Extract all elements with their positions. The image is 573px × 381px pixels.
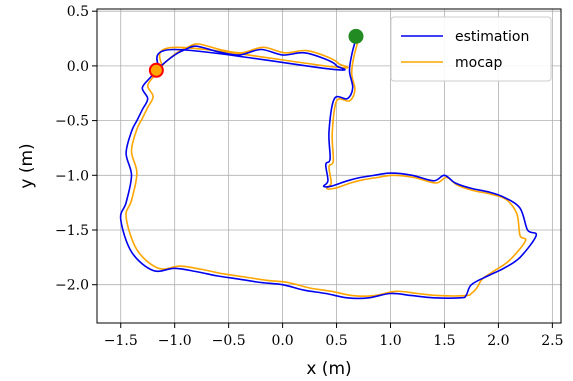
plot-frame — [96, 8, 562, 324]
ticks: −1.5 −1.0 −0.5 0.0 0.5 1.0 1.5 2.0 2.5 −2.0 −1.5 −1… — [55, 4, 564, 349]
x-tick-label: 1.5 — [433, 333, 455, 349]
x-axis-label: x (m) — [306, 359, 351, 379]
x-tick-label: 2.5 — [541, 333, 563, 349]
legend-label-estimation: estimation — [455, 29, 529, 45]
x-tick-label: 1.0 — [379, 333, 401, 349]
x-tick-label: 2.0 — [487, 333, 509, 349]
y-tick-label: −1.0 — [55, 168, 89, 184]
y-axis-label: y (m) — [17, 143, 37, 188]
x-tick-label: 0.0 — [271, 333, 293, 349]
marker-layer — [148, 28, 364, 78]
x-tick-label: −0.5 — [212, 333, 246, 349]
y-tick-label: −2.0 — [55, 278, 89, 294]
x-tick-label: −1.0 — [158, 333, 192, 349]
series-layer — [119, 38, 538, 300]
legend: estimation mocap — [390, 16, 552, 82]
x-tick-label: −1.5 — [104, 333, 138, 349]
y-tick-label: −0.5 — [55, 114, 89, 130]
y-tick-label: 0.0 — [67, 59, 89, 75]
end-marker — [148, 62, 164, 78]
legend-box — [390, 16, 552, 82]
legend-label-mocap: mocap — [455, 55, 502, 71]
y-tick-label: 0.5 — [67, 4, 89, 20]
x-tick-label: 0.5 — [325, 333, 347, 349]
series-line-estimation — [119, 38, 538, 300]
start-marker — [348, 28, 364, 44]
series-line-mocap — [125, 40, 527, 297]
y-tick-label: −1.5 — [55, 223, 89, 239]
